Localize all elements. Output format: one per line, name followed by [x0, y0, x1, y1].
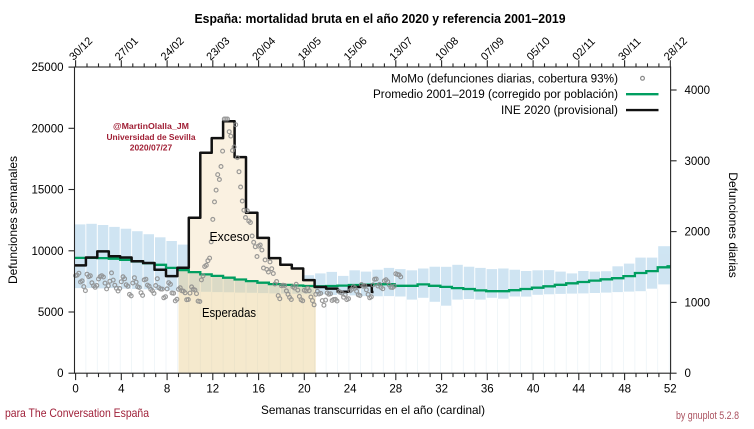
svg-text:Esperadas: Esperadas	[202, 306, 256, 320]
svg-text:4000: 4000	[685, 85, 711, 97]
svg-text:16: 16	[252, 383, 265, 395]
svg-text:3000: 3000	[685, 156, 711, 168]
svg-text:8: 8	[164, 383, 170, 395]
svg-text:0: 0	[72, 383, 78, 395]
svg-text:44: 44	[572, 383, 585, 395]
svg-text:52: 52	[664, 383, 677, 395]
svg-text:para The Conversation España: para The Conversation España	[5, 406, 149, 420]
svg-text:MoMo (defunciones diarias, cob: MoMo (defunciones diarias, cobertura 93%…	[391, 73, 618, 85]
svg-text:48: 48	[618, 383, 631, 395]
svg-text:32: 32	[435, 383, 448, 395]
svg-text:40: 40	[527, 383, 540, 395]
svg-text:0: 0	[57, 368, 63, 380]
svg-text:15000: 15000	[32, 185, 64, 197]
svg-text:Universidad de Sevilla: Universidad de Sevilla	[107, 132, 196, 142]
svg-text:4: 4	[118, 383, 125, 395]
svg-text:20000: 20000	[32, 123, 64, 135]
svg-text:INE 2020 (provisional): INE 2020 (provisional)	[501, 105, 618, 117]
svg-text:Defunciones semanales: Defunciones semanales	[6, 156, 20, 284]
svg-text:Exceso: Exceso	[210, 230, 250, 244]
svg-text:by gnuplot 5.2.8: by gnuplot 5.2.8	[676, 410, 739, 422]
svg-text:0: 0	[685, 368, 691, 380]
svg-text:Promedio 2001–2019 (corregido: Promedio 2001–2019 (corregido por poblac…	[373, 89, 618, 101]
svg-text:20: 20	[298, 383, 311, 395]
svg-text:Semanas transcurridas en el añ: Semanas transcurridas en el año (cardina…	[261, 403, 485, 417]
svg-text:2020/07/27: 2020/07/27	[130, 143, 173, 153]
svg-text:1000: 1000	[685, 297, 711, 309]
svg-text:2000: 2000	[685, 227, 711, 239]
svg-text:12: 12	[206, 383, 219, 395]
svg-text:28: 28	[389, 383, 402, 395]
svg-text:5000: 5000	[38, 307, 64, 319]
svg-text:24: 24	[344, 383, 357, 395]
svg-text:36: 36	[481, 383, 494, 395]
svg-text:España: mortalidad bruta en el: España: mortalidad bruta en el año 2020 …	[195, 11, 566, 26]
svg-text:Defunciones diarias: Defunciones diarias	[726, 172, 740, 277]
svg-text:25000: 25000	[32, 62, 64, 74]
svg-text:10000: 10000	[32, 246, 64, 258]
svg-text:@MartinOlalla_JM: @MartinOlalla_JM	[113, 121, 189, 131]
